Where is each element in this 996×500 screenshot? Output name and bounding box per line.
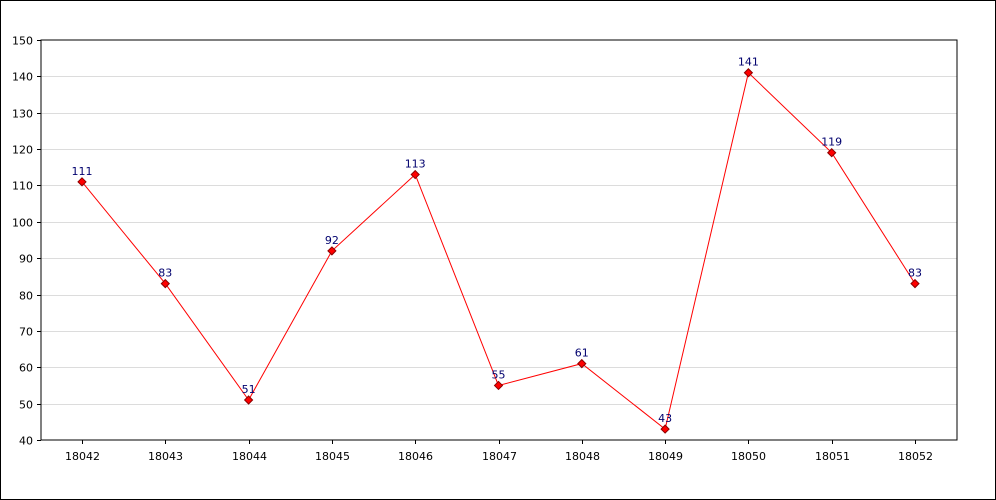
grid-lines <box>41 76 957 405</box>
x-tick-label: 18051 <box>815 450 850 463</box>
data-label: 113 <box>405 158 426 171</box>
y-tick-label: 150 <box>12 35 33 48</box>
y-tick-label: 70 <box>19 326 33 339</box>
y-tick-label: 100 <box>12 217 33 230</box>
data-label: 55 <box>492 368 506 381</box>
y-tick-label: 110 <box>12 180 33 193</box>
data-label: 61 <box>575 347 589 360</box>
data-point <box>243 395 254 405</box>
x-tick-label: 18046 <box>398 450 433 463</box>
x-tick-label: 18047 <box>482 450 517 463</box>
y-tick-label: 40 <box>19 435 33 448</box>
x-tick-label: 18052 <box>898 450 933 463</box>
data-label: 119 <box>821 136 842 149</box>
x-tick-label: 18045 <box>315 450 350 463</box>
y-tick-label: 50 <box>19 399 33 412</box>
x-tick-label: 18050 <box>731 450 766 463</box>
data-point <box>410 169 420 180</box>
x-axis: 18042 18043 18044 18045 18046 18047 18048 18049… <box>65 440 933 463</box>
x-tick-label: 18042 <box>65 450 100 463</box>
y-tick-label: 140 <box>12 71 33 84</box>
data-point <box>660 424 670 434</box>
data-point <box>910 278 920 289</box>
data-label: 51 <box>242 383 256 396</box>
y-tick-label: 130 <box>12 108 33 121</box>
data-label: 83 <box>908 267 922 280</box>
data-point <box>327 246 337 256</box>
x-tick-label: 18049 <box>648 450 683 463</box>
data-point <box>577 358 587 369</box>
y-axis: 40 50 60 70 80 90 100 110 120 130 140 150 <box>12 35 41 448</box>
data-point <box>77 177 87 187</box>
y-tick-label: 90 <box>19 253 33 266</box>
data-labels: 111 83 51 92 113 55 61 43 141 119 83 <box>72 56 923 425</box>
y-tick-label: 60 <box>19 362 33 375</box>
series <box>77 68 920 434</box>
y-tick-label: 80 <box>19 290 33 303</box>
data-point <box>493 380 504 391</box>
data-point <box>743 68 754 78</box>
x-tick-label: 18043 <box>148 450 183 463</box>
data-point <box>826 148 837 158</box>
data-label: 141 <box>738 56 759 69</box>
data-label: 43 <box>658 412 672 425</box>
data-label: 92 <box>325 234 339 247</box>
data-label: 111 <box>72 165 93 178</box>
data-point <box>160 278 171 289</box>
x-tick-label: 18044 <box>232 450 267 463</box>
x-tick-label: 18048 <box>565 450 600 463</box>
y-tick-label: 120 <box>12 144 33 157</box>
data-label: 83 <box>158 267 172 280</box>
